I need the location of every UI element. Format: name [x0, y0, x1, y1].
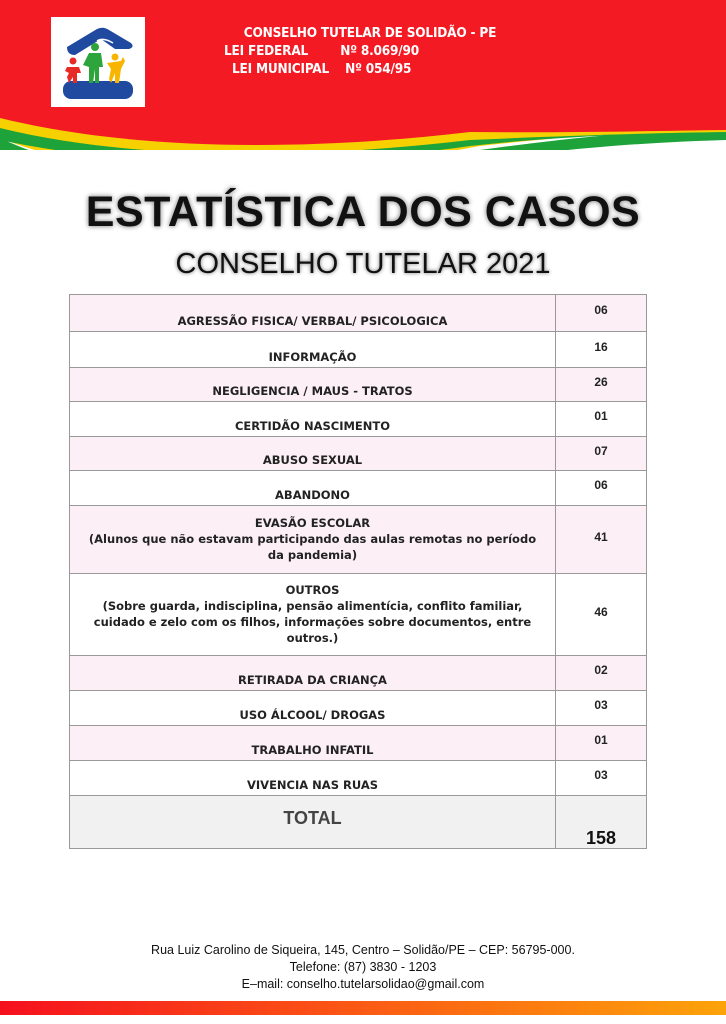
table-row: INFORMAÇÃO 16	[69, 331, 647, 368]
case-type-label: CERTIDÃO NASCIMENTO	[234, 419, 391, 433]
table-row: ABANDONO 06	[69, 470, 647, 506]
case-type-cell: ABUSO SEXUAL	[69, 436, 556, 471]
address: Rua Luiz Carolino de Siqueira, 145, Cent…	[151, 943, 575, 957]
table-row: EVASÃO ESCOLAR (Alunos que não estavam pa…	[69, 505, 647, 574]
phone: Telefone: (87) 3830 - 1203	[289, 960, 437, 974]
case-count: 06	[555, 470, 647, 506]
federal-law: LEI FEDERAL Nº 8.069/90	[224, 43, 420, 59]
case-count: 16	[555, 331, 647, 368]
case-type-label: ABUSO SEXUAL	[262, 453, 363, 467]
case-count: 03	[555, 760, 647, 796]
table-row: ABUSO SEXUAL 07	[69, 436, 647, 471]
case-count: 02	[555, 655, 647, 691]
table-row: USO ÁLCOOL/ DROGAS 03	[69, 690, 647, 726]
case-type-cell: TRABALHO INFATIL	[69, 725, 556, 761]
municipal-law: LEI MUNICIPAL Nº 054/95	[232, 61, 412, 77]
email: E–mail: conselho.tutelarsolidao@gmail.co…	[241, 977, 485, 991]
case-type-cell: CERTIDÃO NASCIMENTO	[69, 401, 556, 437]
case-type-label: EVASÃO ESCOLAR	[254, 515, 371, 530]
case-type-cell: VIVENCIA NAS RUAS	[69, 760, 556, 796]
case-type-label: RETIRADA DA CRIANÇA	[238, 673, 387, 687]
case-type-cell: OUTROS (Sobre guarda, indisciplina, pensã…	[69, 573, 556, 656]
case-type-detail: (Sobre guarda, indisciplina, pensão alim…	[93, 598, 532, 645]
table-row: TRABALHO INFATIL 01	[69, 725, 647, 761]
case-type-label: USO ÁLCOOL/ DROGAS	[239, 708, 386, 722]
total-value: 158	[555, 795, 647, 849]
case-count: 41	[555, 505, 647, 574]
case-type-cell: ABANDONO	[69, 470, 556, 506]
table-row: RETIRADA DA CRIANÇA 02	[69, 655, 647, 691]
case-count: 07	[555, 436, 647, 471]
footer-contact: Rua Luiz Carolino de Siqueira, 145, Cent…	[0, 942, 726, 993]
table-row: OUTROS (Sobre guarda, indisciplina, pensã…	[69, 573, 647, 656]
cases-table: AGRESSÃO FISICA/ VERBAL/ PSICOLOGICA 06 IN…	[69, 294, 647, 849]
case-type-label: VIVENCIA NAS RUAS	[246, 778, 378, 792]
total-label: TOTAL	[69, 795, 556, 849]
page-title: ESTATÍSTICA DOS CASOS	[85, 188, 641, 236]
case-count: 46	[555, 573, 647, 656]
case-type-label: OUTROS	[285, 582, 340, 597]
case-type-label: NEGLIGENCIA / MAUS - TRATOS	[212, 384, 413, 398]
case-type-label: TRABALHO INFATIL	[251, 743, 374, 757]
case-count: 01	[555, 401, 647, 437]
table-row: CERTIDÃO NASCIMENTO 01	[69, 401, 647, 437]
header-text: CONSELHO TUTELAR DE SOLIDÃO - PE LEI FED…	[200, 24, 540, 78]
header-banner	[0, 0, 726, 150]
case-type-label: INFORMAÇÃO	[268, 350, 357, 364]
family-house-logo-icon	[63, 27, 133, 99]
org-name: CONSELHO TUTELAR DE SOLIDÃO - PE	[243, 25, 497, 41]
table-row: VIVENCIA NAS RUAS 03	[69, 760, 647, 796]
case-type-cell: EVASÃO ESCOLAR (Alunos que não estavam pa…	[69, 505, 556, 574]
case-type-cell: USO ÁLCOOL/ DROGAS	[69, 690, 556, 726]
case-count: 03	[555, 690, 647, 726]
page-subtitle: CONSELHO TUTELAR 2021	[175, 248, 551, 280]
case-count: 26	[555, 367, 647, 402]
case-type-cell: AGRESSÃO FISICA/ VERBAL/ PSICOLOGICA	[69, 294, 556, 332]
case-count: 01	[555, 725, 647, 761]
case-count: 06	[555, 294, 647, 332]
case-type-label: ABANDONO	[275, 488, 350, 502]
table-row: NEGLIGENCIA / MAUS - TRATOS 26	[69, 367, 647, 402]
total-row: TOTAL 158	[69, 795, 647, 849]
case-type-cell: NEGLIGENCIA / MAUS - TRATOS	[69, 367, 556, 402]
logo	[51, 17, 145, 107]
table-row: AGRESSÃO FISICA/ VERBAL/ PSICOLOGICA 06	[69, 294, 647, 332]
case-type-label: AGRESSÃO FISICA/ VERBAL/ PSICOLOGICA	[177, 314, 448, 328]
case-type-detail: (Alunos que não estavam participando das…	[88, 531, 537, 562]
footer-bar	[0, 1001, 726, 1015]
case-type-cell: RETIRADA DA CRIANÇA	[69, 655, 556, 691]
case-type-cell: INFORMAÇÃO	[69, 331, 556, 368]
